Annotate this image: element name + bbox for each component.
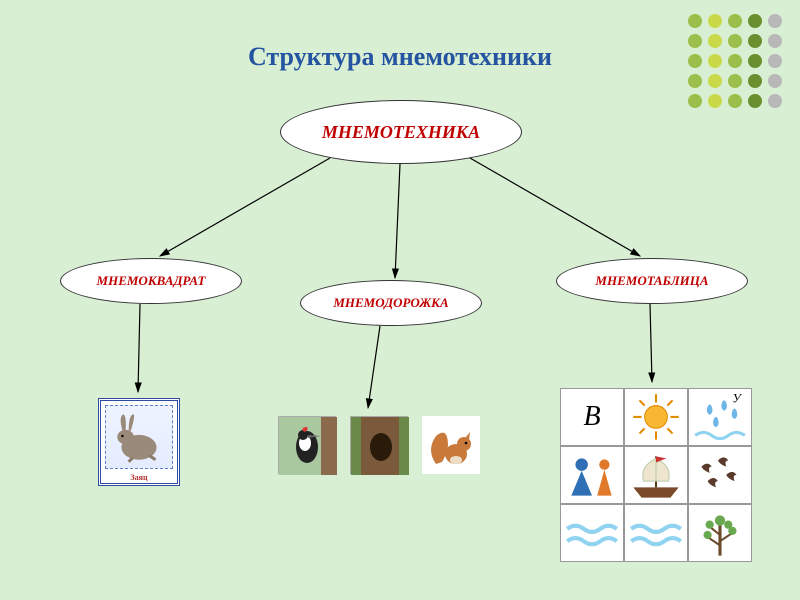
decorative-dot xyxy=(688,94,702,108)
node-root-label: МНЕМОТЕХНИКА xyxy=(322,122,480,143)
hare-icon xyxy=(106,406,172,468)
mnemo-table-cell xyxy=(625,505,687,561)
node-mnemo-track: МНЕМОДОРОЖКА xyxy=(300,280,482,326)
squirrel-icon xyxy=(422,416,480,474)
decorative-dot xyxy=(748,14,762,28)
decorative-dot xyxy=(708,74,722,88)
decorative-dot xyxy=(688,74,702,88)
node-mnemo-table: МНЕМОТАБЛИЦА xyxy=(556,258,748,304)
mnemo-table-example: В У xyxy=(560,388,752,562)
mnemo-square-example: Заяц xyxy=(98,398,180,486)
mnemo-table-cell: В xyxy=(561,389,623,445)
mnemo-table-cell xyxy=(625,447,687,503)
decorative-dot xyxy=(688,14,702,28)
track-tile-hollow xyxy=(350,416,408,474)
woodpecker-icon xyxy=(279,417,337,475)
node-middle-label: МНЕМОДОРОЖКА xyxy=(333,295,448,311)
decorative-dot xyxy=(748,74,762,88)
mnemo-table-cell: У xyxy=(689,389,751,445)
node-mnemo-square: МНЕМОКВАДРАТ xyxy=(60,258,242,304)
decorative-dot xyxy=(768,94,782,108)
node-root: МНЕМОТЕХНИКА xyxy=(280,100,522,164)
mnemo-square-picture xyxy=(105,405,173,469)
decorative-dot xyxy=(728,74,742,88)
track-tile-squirrel xyxy=(422,416,480,474)
decorative-dot xyxy=(748,94,762,108)
mnemo-table-cell xyxy=(561,447,623,503)
node-right-label: МНЕМОТАБЛИЦА xyxy=(595,273,708,289)
track-tile-woodpecker xyxy=(278,416,336,474)
mnemo-track-example xyxy=(278,416,480,474)
slide: Структура мнемотехники МНЕМОТЕХНИКА МНЕМ… xyxy=(0,0,800,600)
mnemo-table-cell xyxy=(625,389,687,445)
mnemo-table-cell xyxy=(689,505,751,561)
mnemo-square-caption: Заяц xyxy=(101,473,177,482)
svg-text:У: У xyxy=(732,392,742,406)
mnemo-table-cell xyxy=(689,447,751,503)
decorative-dot xyxy=(728,94,742,108)
decorative-dot xyxy=(728,14,742,28)
node-left-label: МНЕМОКВАДРАТ xyxy=(97,273,206,289)
decorative-dot xyxy=(708,14,722,28)
decorative-dot xyxy=(768,14,782,28)
slide-title: Структура мнемотехники xyxy=(0,42,800,72)
mnemo-table-cell xyxy=(561,505,623,561)
tree-hollow-icon xyxy=(351,417,409,475)
decorative-dot xyxy=(708,94,722,108)
decorative-dot xyxy=(768,74,782,88)
